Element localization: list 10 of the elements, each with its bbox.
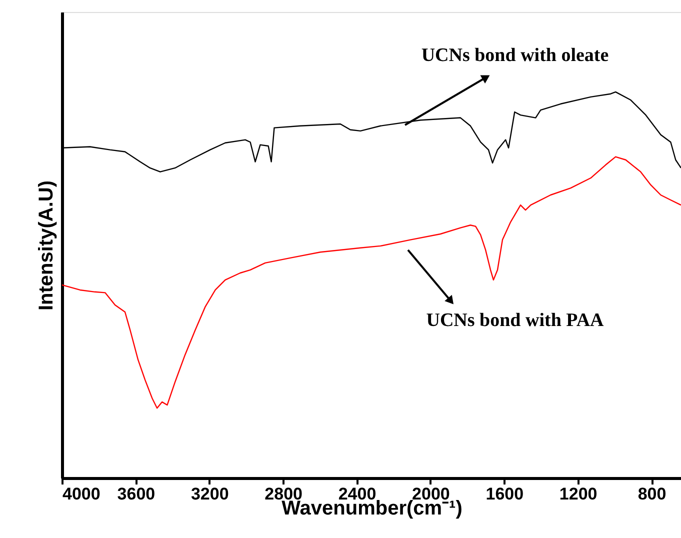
x-tick-label: 4000: [62, 484, 100, 504]
x-tick-label: 3200: [190, 484, 229, 504]
text: UCNs bond with oleate: [421, 45, 609, 66]
y-axis-title: Intensity(A.U): [36, 180, 58, 310]
x-tick-label: 2400: [338, 484, 376, 504]
x-tick-label: 1600: [486, 484, 524, 504]
x-tick-label: 800: [638, 484, 666, 504]
x-tick-label: 3600: [117, 484, 156, 504]
x-tick-label: 1200: [559, 484, 598, 504]
annotation: UCNs bond with PAA: [426, 310, 604, 331]
